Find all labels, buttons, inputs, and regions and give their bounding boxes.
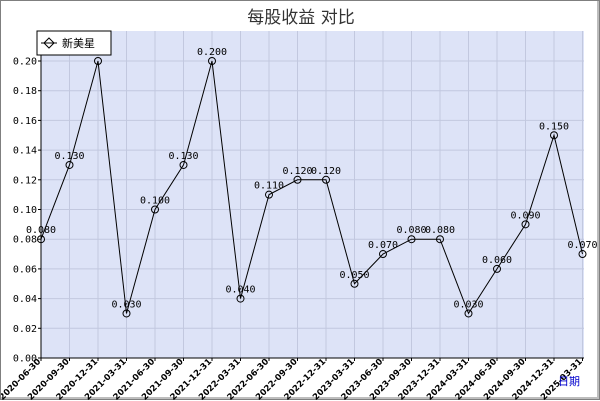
data-label: 0.080 <box>425 225 455 236</box>
y-tick-label: 0.14 <box>13 146 37 157</box>
data-label: 0.090 <box>510 210 540 221</box>
data-label: 0.130 <box>54 151 84 162</box>
data-label: 0.200 <box>197 47 227 58</box>
y-tick-label: 0.16 <box>13 116 37 127</box>
data-point-marker <box>179 160 188 169</box>
data-point-marker <box>578 250 587 259</box>
grid-lines <box>41 31 584 359</box>
data-label: 0.080 <box>26 225 56 236</box>
data-point-marker <box>122 309 131 318</box>
data-point-marker <box>550 131 558 140</box>
data-label: 0.040 <box>225 285 255 296</box>
data-label: 0.130 <box>168 151 198 162</box>
y-tick-label: 0.06 <box>13 264 37 275</box>
chart-title: 每股收益 对比 <box>247 8 354 28</box>
data-point-marker <box>151 205 159 214</box>
data-point-marker <box>37 235 45 244</box>
data-label: 0.100 <box>140 196 170 207</box>
data-point-marker <box>464 309 473 318</box>
plot-area <box>41 31 584 358</box>
legend-diamond-marker <box>43 37 55 49</box>
data-label: 0.110 <box>254 181 284 192</box>
data-label: 0.120 <box>282 166 312 177</box>
legend-series-name: 新美星 <box>62 36 95 50</box>
data-point-marker <box>265 190 273 199</box>
y-tick-label: 0.02 <box>13 324 37 335</box>
data-label: 0.050 <box>339 270 369 281</box>
data-point-marker <box>407 235 416 244</box>
data-label: 0.030 <box>453 299 483 310</box>
x-tick-labels: 2020-06-302020-09-302020-12-312021-03-31… <box>1 357 585 401</box>
data-label: 0.060 <box>482 255 512 266</box>
data-point-marker <box>208 57 216 65</box>
y-tick-label: 0.10 <box>13 205 37 216</box>
y-tick-label: 0.12 <box>13 175 37 186</box>
data-point-marker <box>521 220 530 229</box>
y-tick-labels: 0.00 0.02 0.04 0.06 0.08 0.10 0.12 0.14 0.16 0.18… <box>13 57 41 365</box>
data-label: 0.030 <box>111 299 141 310</box>
data-point-marker <box>236 294 245 303</box>
data-point-marker <box>322 175 330 184</box>
axes <box>40 31 584 359</box>
series-eps <box>37 57 587 318</box>
y-tick-label: 0.08 <box>13 235 37 246</box>
data-point-marker <box>65 160 74 169</box>
y-tick-label: 0.00 <box>13 354 37 365</box>
x-axis-unit-label: 日期 <box>558 375 580 388</box>
data-labels: 0.080 0.130 0.030 0.100 0.130 0.200 0.040 0.110… <box>26 47 598 310</box>
data-point-marker <box>94 57 102 65</box>
legend: 新美星 <box>36 30 112 56</box>
series-line <box>40 60 583 315</box>
data-label: 0.070 <box>567 240 597 251</box>
y-tick-label: 0.04 <box>13 294 37 305</box>
data-label: 0.120 <box>311 166 341 177</box>
data-point-marker <box>436 235 444 244</box>
y-tick-label: 0.20 <box>13 57 37 68</box>
data-label: 0.080 <box>396 225 426 236</box>
data-point-marker <box>293 175 302 184</box>
data-label: 0.070 <box>368 240 398 251</box>
y-tick-label: 0.18 <box>13 86 37 97</box>
data-label: 0.150 <box>539 121 569 132</box>
data-point-marker <box>350 279 359 288</box>
data-point-marker <box>379 250 387 259</box>
data-point-marker <box>493 264 501 273</box>
